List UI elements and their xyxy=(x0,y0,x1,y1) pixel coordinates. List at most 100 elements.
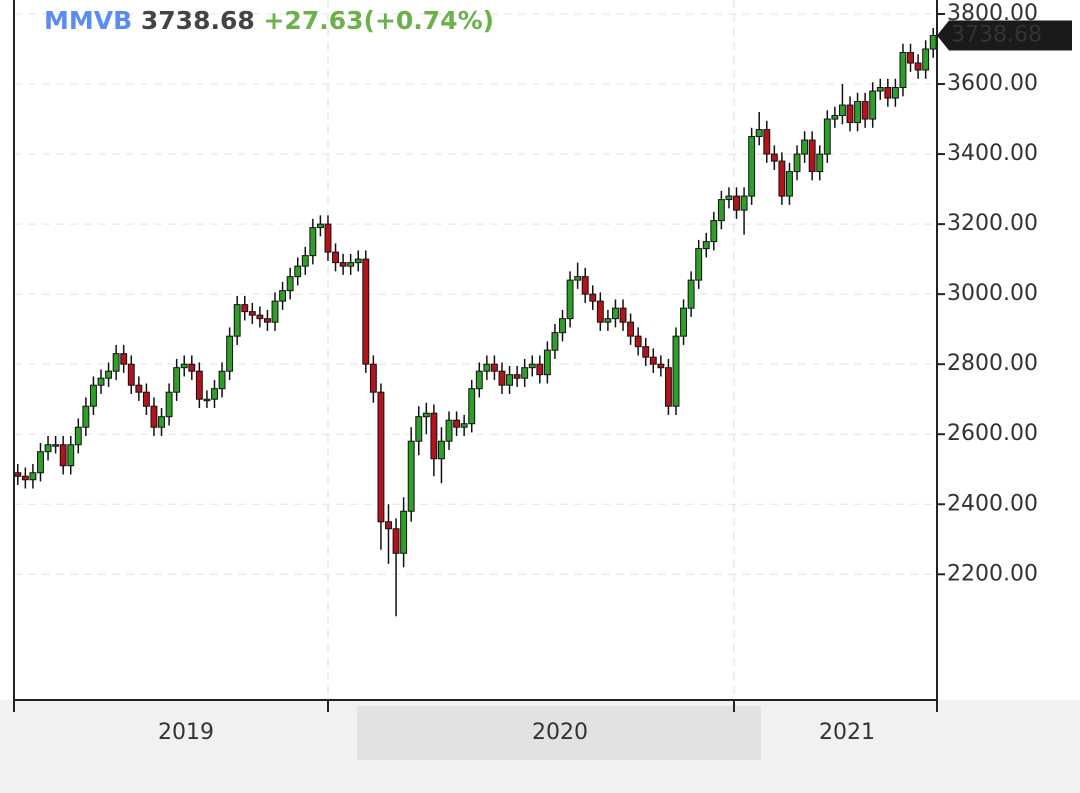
candle-body xyxy=(604,318,612,323)
candle-body xyxy=(74,426,82,446)
candle-body xyxy=(67,444,75,467)
candle-body xyxy=(551,332,559,351)
candle-body xyxy=(120,353,128,365)
candle-body xyxy=(354,258,362,264)
candle-body xyxy=(142,391,150,407)
candle-body xyxy=(891,87,899,99)
y-labels: 2200.00 2400.00 2600.00 2800.00 3000.00 3200.… xyxy=(937,1,1072,586)
candle-body xyxy=(559,318,566,334)
candle-body xyxy=(884,87,892,99)
candle-body xyxy=(203,398,211,402)
candle-body xyxy=(263,318,271,323)
x-label: 2021 xyxy=(819,720,875,745)
candle-body xyxy=(415,416,423,442)
candle-body xyxy=(226,335,234,372)
candle-body xyxy=(869,90,877,120)
candle-body xyxy=(158,416,165,428)
candle-body xyxy=(97,377,105,386)
candle-body xyxy=(105,370,113,379)
candle-body xyxy=(377,391,385,523)
candle-body xyxy=(316,223,324,229)
candle-body xyxy=(574,276,582,281)
header: MMVB 3738.68 +27.63(+0.74%) xyxy=(44,6,494,35)
candle-body xyxy=(672,335,680,407)
candle-body xyxy=(233,304,241,337)
candle-body xyxy=(566,279,574,320)
candle-body xyxy=(922,48,930,71)
candle-body xyxy=(680,307,688,337)
candle-body xyxy=(740,195,748,211)
candle-body xyxy=(369,363,377,393)
y-tick-label: 2200.00 xyxy=(947,561,1038,586)
candle-body xyxy=(536,363,544,376)
candle-body xyxy=(627,321,635,337)
candle-body xyxy=(37,451,44,474)
candle-body xyxy=(460,423,468,428)
candle-body xyxy=(112,353,120,372)
candle-body xyxy=(589,293,597,302)
last-price-label: 3738.68 xyxy=(951,22,1042,47)
candle-body xyxy=(899,52,907,89)
x-label: 2019 xyxy=(158,720,214,745)
candle-body xyxy=(763,129,771,155)
candle-body xyxy=(188,363,196,372)
candle-body xyxy=(786,171,793,197)
candle-body xyxy=(596,300,604,323)
candle-body xyxy=(422,412,430,418)
candle-body xyxy=(165,391,173,418)
candle-body xyxy=(453,419,461,428)
x-label: 2020 xyxy=(532,720,588,745)
candle-body xyxy=(528,363,536,369)
candle-body xyxy=(483,363,491,372)
candle-body xyxy=(195,370,203,400)
y-tick-label: 3000.00 xyxy=(947,281,1038,306)
candle-body xyxy=(861,101,869,120)
candle-body xyxy=(657,363,665,369)
candle-body xyxy=(286,276,294,292)
candle-body xyxy=(309,227,317,257)
last-price-tag xyxy=(937,20,1072,51)
candle-body xyxy=(710,220,718,243)
candle-body xyxy=(634,335,642,348)
candle-body xyxy=(301,255,309,267)
candle-body xyxy=(362,258,370,365)
last-price: 3738.68 xyxy=(141,6,255,35)
candle-body xyxy=(642,346,650,358)
candle-body xyxy=(339,262,347,267)
candle-body xyxy=(778,160,786,197)
y-tick-label: 3200.00 xyxy=(947,211,1038,236)
candle-body xyxy=(347,262,355,267)
candle-body xyxy=(725,195,733,201)
candle-body xyxy=(907,52,914,64)
candle-body xyxy=(498,370,506,386)
candle-body xyxy=(854,101,862,124)
candle-body xyxy=(581,276,589,295)
candle-body xyxy=(793,153,801,173)
candle-body xyxy=(846,104,854,124)
candle-body xyxy=(748,136,756,197)
candle-body xyxy=(271,300,279,323)
candle-body xyxy=(430,412,438,460)
candle-body xyxy=(52,444,60,447)
candle-body xyxy=(29,472,37,481)
candle-body xyxy=(279,290,287,302)
y-tick-label: 3600.00 xyxy=(947,71,1038,96)
candle-body xyxy=(770,153,778,162)
candle-body xyxy=(294,265,302,278)
candle-body xyxy=(929,34,937,50)
candle-body xyxy=(490,363,498,372)
candle-body xyxy=(173,367,181,393)
candle-body xyxy=(445,419,453,442)
candle-body xyxy=(324,223,332,253)
candle-body xyxy=(211,388,218,400)
candles xyxy=(14,28,937,617)
candle-body xyxy=(89,384,97,407)
candle-body xyxy=(664,367,672,407)
candle-body xyxy=(14,472,22,477)
candle-body xyxy=(256,314,264,320)
y-tick-label: 2600.00 xyxy=(947,421,1038,446)
candle-body xyxy=(838,104,846,117)
candle-body xyxy=(649,356,657,365)
candle-body xyxy=(218,370,226,390)
